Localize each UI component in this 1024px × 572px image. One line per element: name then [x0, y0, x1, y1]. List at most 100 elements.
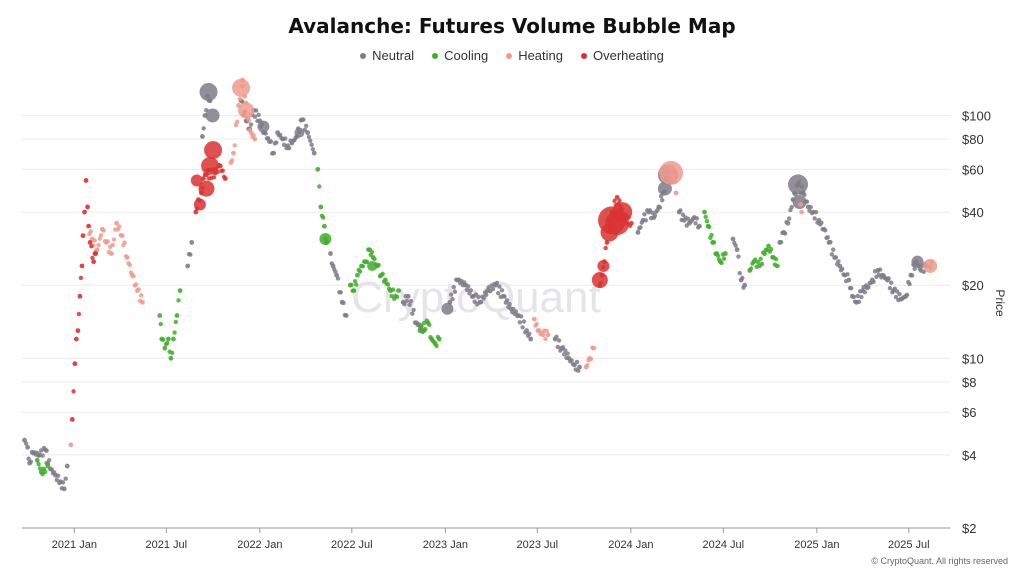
x-tick-label: 2025 Jan: [794, 539, 839, 551]
data-point: [138, 293, 144, 298]
data-point: [736, 254, 741, 259]
data-point: [222, 176, 228, 181]
data-point: [274, 140, 279, 145]
data-point: [565, 351, 570, 356]
legend-item-overheating[interactable]: Overheating: [581, 48, 664, 63]
data-point: [309, 142, 314, 148]
data-point: [614, 194, 620, 200]
data-point: [176, 298, 181, 303]
data-point: [499, 288, 505, 293]
data-point: [119, 233, 125, 239]
volume-bubble: [612, 202, 633, 223]
data-point: [521, 319, 527, 324]
data-point: [71, 389, 76, 394]
y-tick-label: $60: [962, 162, 984, 177]
x-tick-label: 2025 Jul: [888, 539, 930, 551]
data-point: [427, 322, 432, 328]
data-point: [43, 469, 48, 475]
data-point: [520, 325, 525, 330]
data-point: [497, 284, 502, 289]
data-point: [709, 232, 714, 238]
data-point: [846, 277, 852, 283]
data-point: [825, 235, 830, 240]
data-point: [165, 336, 171, 342]
data-point: [140, 299, 145, 305]
data-point: [64, 463, 70, 469]
data-point: [828, 239, 833, 245]
data-point: [495, 291, 501, 296]
data-point: [774, 263, 780, 269]
data-point: [355, 272, 360, 278]
chart-legend: Neutral Cooling Heating Overheating: [0, 48, 1024, 63]
data-point: [740, 275, 745, 281]
data-point: [694, 216, 700, 221]
data-point: [502, 294, 507, 299]
data-point: [246, 118, 252, 123]
data-point: [122, 240, 127, 245]
data-point: [124, 255, 130, 260]
data-point: [256, 112, 261, 117]
data-point: [315, 166, 321, 172]
data-point: [96, 242, 101, 248]
volume-bubble: [788, 174, 809, 195]
volume-bubble: [257, 120, 270, 133]
volume-bubble: [923, 258, 938, 273]
legend-item-cooling[interactable]: Cooling: [432, 48, 488, 63]
data-point: [98, 233, 104, 238]
legend-item-heating[interactable]: Heating: [506, 48, 563, 63]
data-point: [77, 293, 83, 299]
data-point: [851, 294, 856, 300]
data-point: [466, 284, 471, 289]
data-point: [504, 298, 510, 303]
data-point: [737, 271, 742, 276]
data-point: [585, 362, 590, 368]
watermark: CryptoQuant: [351, 273, 600, 322]
data-point: [341, 300, 346, 306]
data-point: [172, 330, 177, 335]
data-point: [253, 108, 259, 113]
series-heating: [68, 77, 938, 448]
data-point: [162, 345, 168, 351]
data-point: [380, 271, 385, 277]
data-point: [83, 178, 89, 183]
volume-bubble: [441, 302, 454, 315]
data-point: [40, 453, 45, 458]
data-point: [813, 209, 819, 215]
data-point: [762, 251, 767, 256]
data-point: [658, 193, 664, 199]
volume-bubble: [198, 180, 215, 197]
data-point: [23, 441, 29, 446]
data-point: [907, 281, 912, 287]
data-point: [715, 253, 721, 258]
data-point: [678, 208, 683, 213]
data-point: [556, 338, 562, 343]
data-point: [912, 266, 917, 272]
data-point: [719, 260, 724, 266]
data-point: [351, 288, 357, 294]
data-point: [271, 150, 276, 156]
data-point: [730, 236, 736, 242]
data-point: [55, 473, 61, 478]
data-point: [88, 229, 93, 234]
volume-bubble: [204, 141, 223, 160]
data-point: [73, 336, 79, 342]
data-point: [507, 301, 512, 307]
legend-item-neutral[interactable]: Neutral: [360, 48, 414, 63]
data-point: [574, 359, 580, 365]
data-point: [37, 466, 43, 471]
data-point: [436, 336, 442, 342]
data-point: [819, 220, 824, 225]
data-point: [628, 220, 634, 226]
data-point: [402, 301, 407, 307]
data-point: [283, 136, 288, 141]
data-point: [101, 228, 106, 233]
data-point: [642, 212, 647, 217]
volume-bubble: [657, 181, 672, 196]
data-point: [411, 307, 416, 313]
data-point: [921, 269, 927, 274]
data-point: [812, 216, 817, 221]
volume-bubble: [205, 108, 220, 123]
data-point: [28, 459, 34, 464]
data-point: [452, 289, 458, 294]
data-point: [734, 247, 740, 253]
